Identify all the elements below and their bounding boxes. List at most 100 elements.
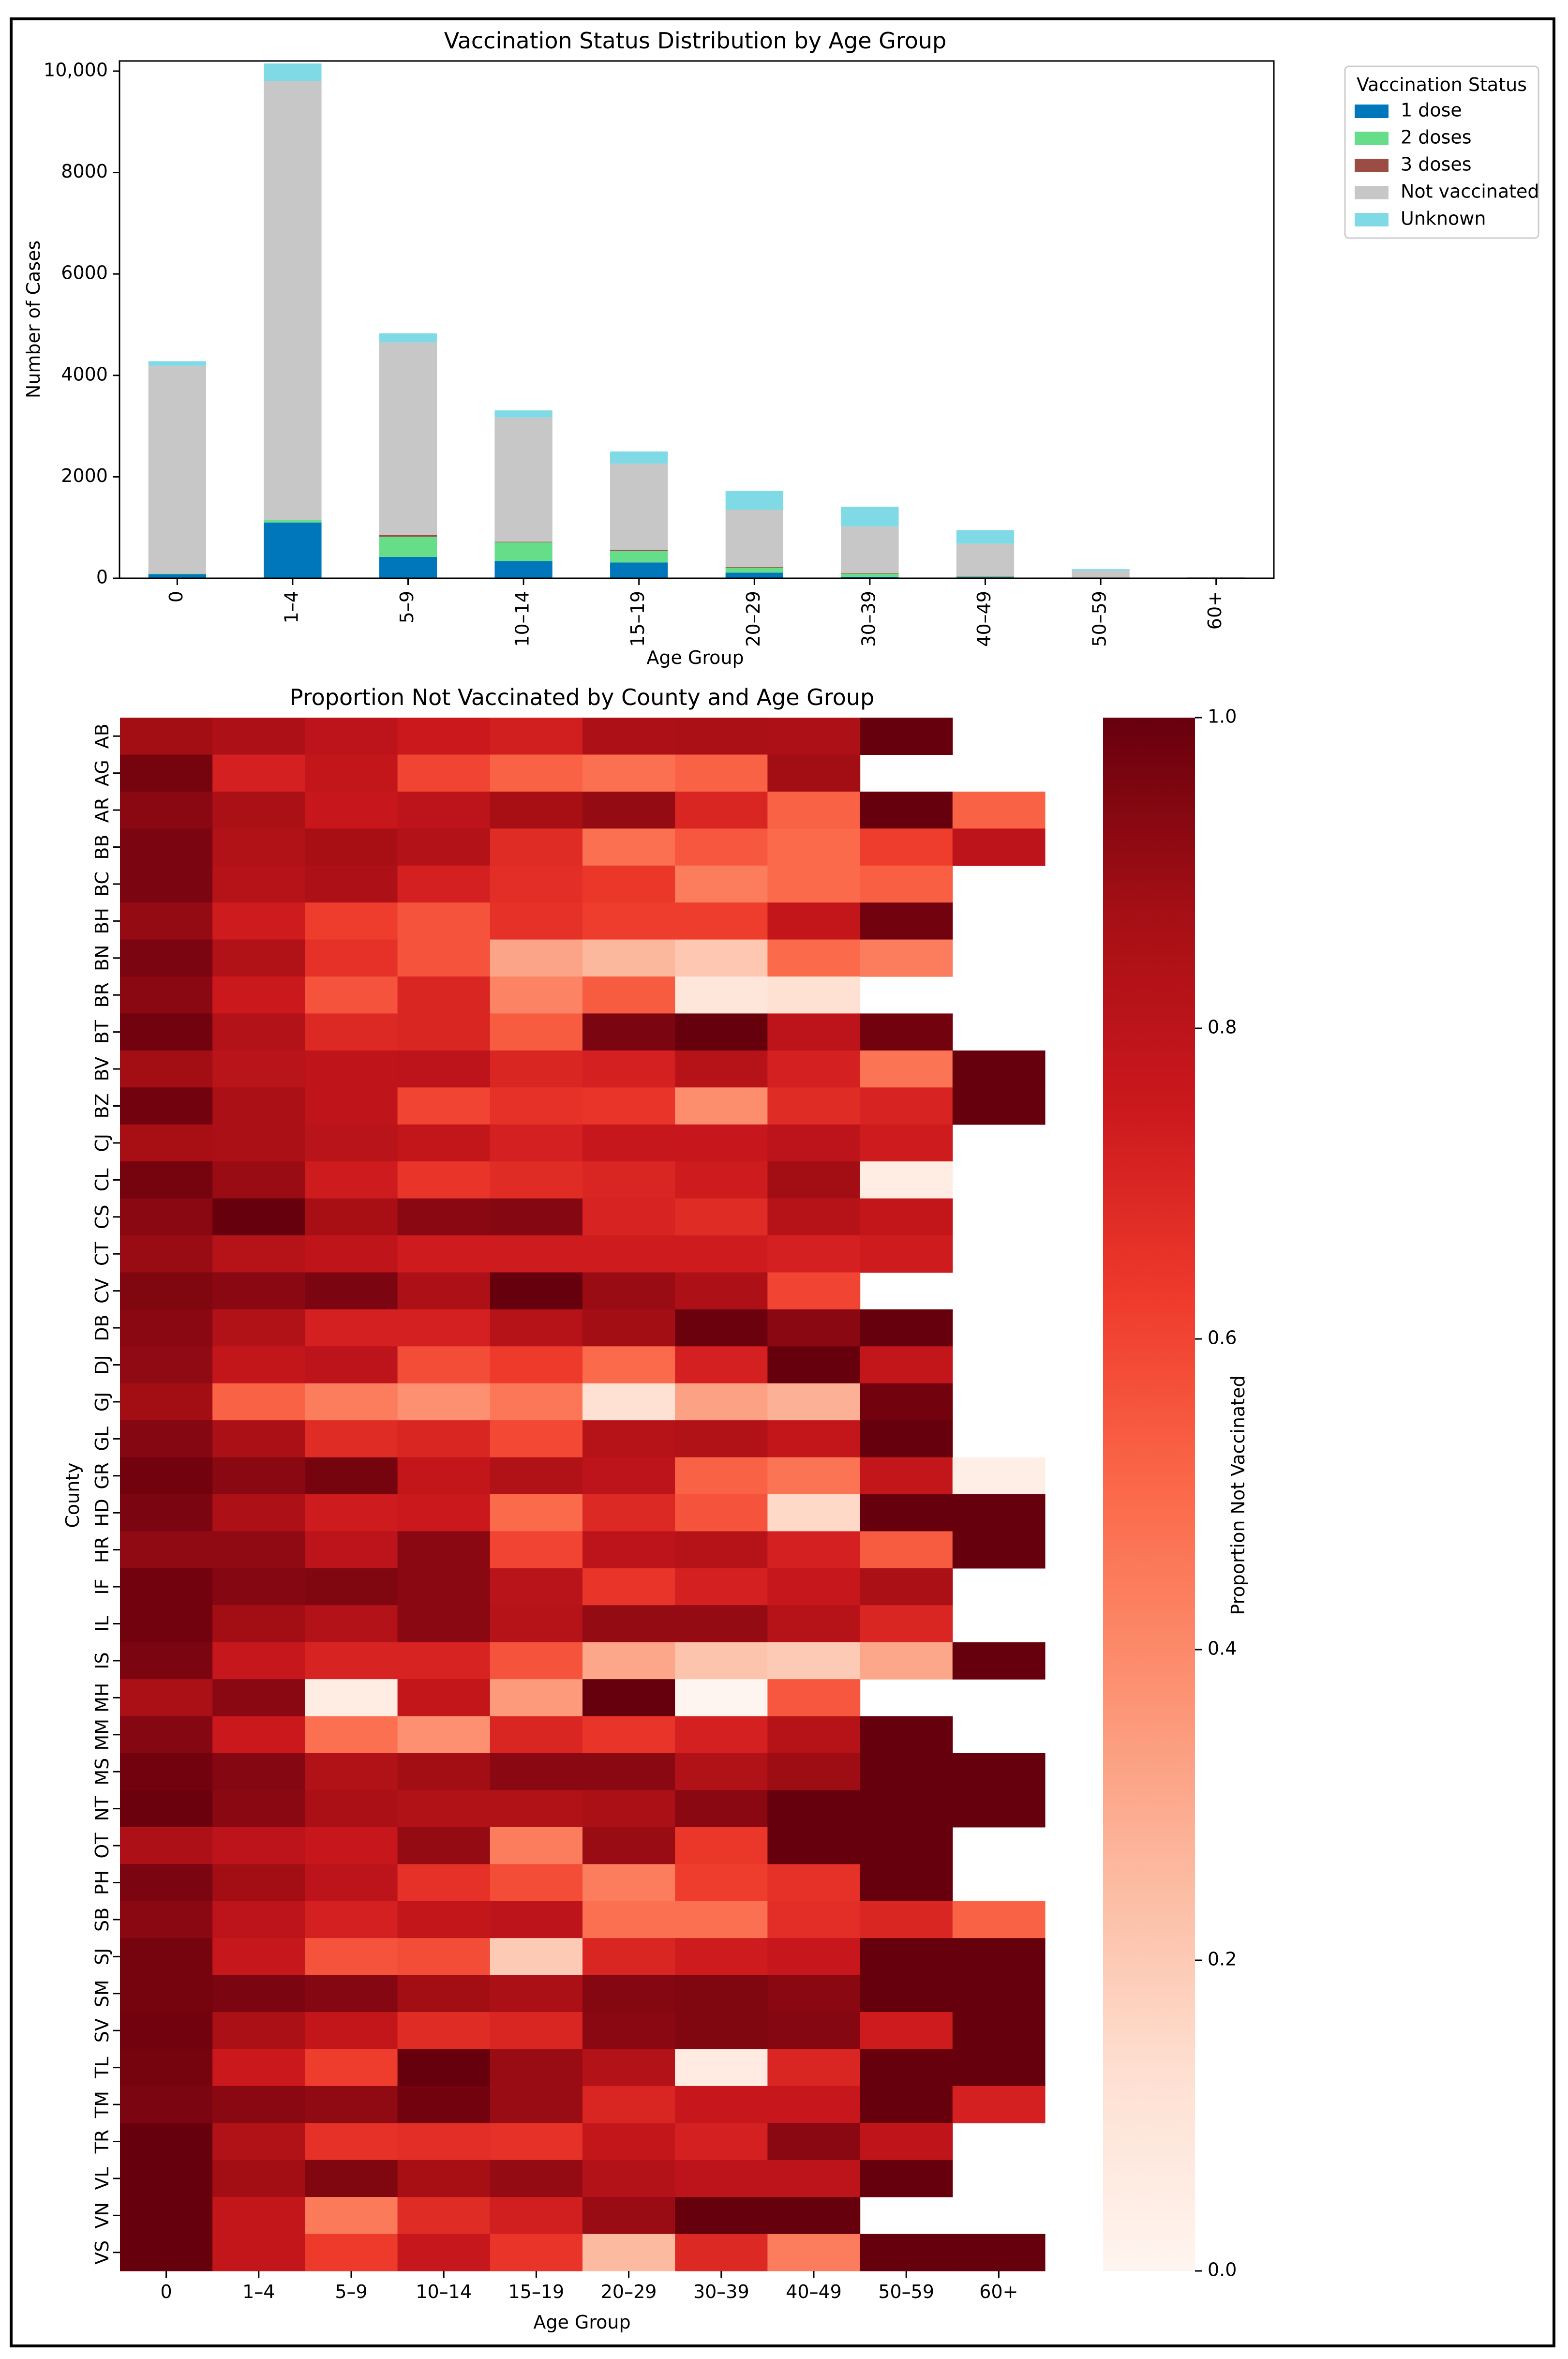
heatmap-cell	[397, 1642, 491, 1680]
heatmap-cell	[675, 2197, 768, 2235]
heatmap-cell	[305, 2234, 398, 2271]
heatmap-cell	[582, 1568, 675, 1606]
heatmap-cell	[120, 754, 213, 792]
heatmap-cell	[490, 1272, 583, 1310]
heatmap-cell	[212, 791, 305, 829]
heatmap-cell	[767, 1938, 861, 1976]
heatmap-cell	[860, 718, 953, 755]
heatmap-cell	[305, 1309, 398, 1347]
x-tick-label: 50–59	[1089, 591, 1110, 647]
heatmap-cell	[952, 1753, 1045, 1791]
heatmap-cell	[120, 1938, 213, 1976]
heatmap-cell	[582, 2160, 675, 2197]
heatmap-cell	[860, 902, 953, 940]
heatmap-cell	[767, 2197, 861, 2235]
heatmap-cell	[397, 2012, 491, 2050]
heatmap-cell	[120, 2049, 213, 2087]
heatmap-y-tick-label: DJ	[91, 1355, 113, 1374]
heatmap-cell	[582, 2086, 675, 2123]
heatmap-cell	[675, 1420, 768, 1458]
heatmap-cell	[490, 2160, 583, 2197]
heatmap-cell	[860, 1531, 953, 1569]
heatmap-cell	[860, 791, 953, 829]
heatmap-x-tick-label: 5–9	[335, 2281, 367, 2302]
heatmap-cell	[212, 1901, 305, 1938]
heatmap-y-tick-label: BT	[91, 1020, 113, 1044]
heatmap-cell	[120, 1642, 213, 1680]
heatmap-cell	[490, 718, 583, 755]
heatmap-x-tick-label: 30–39	[693, 2281, 749, 2302]
x-tick-label: 10–14	[512, 591, 533, 647]
colorbar	[1103, 718, 1195, 2271]
heatmap-cell	[490, 1309, 583, 1347]
heatmap-y-tick-label: PH	[91, 1870, 113, 1895]
legend-box	[1344, 65, 1539, 239]
heatmap-cell	[952, 1050, 1045, 1088]
heatmap-cell	[860, 1050, 953, 1088]
heatmap-cell	[120, 1568, 213, 1606]
heatmap-cell	[212, 1272, 305, 1310]
bar-segment	[725, 572, 783, 578]
heatmap-cell	[490, 1827, 583, 1864]
heatmap-cell	[490, 1383, 583, 1421]
heatmap-y-tick-label: SM	[91, 1980, 113, 2007]
heatmap-cell	[212, 865, 305, 903]
heatmap-cell	[675, 1605, 768, 1643]
heatmap-cell	[397, 1568, 491, 1606]
heatmap-cell	[490, 1531, 583, 1569]
heatmap-cell	[767, 1605, 861, 1643]
heatmap-cell	[305, 939, 398, 977]
heatmap-x-tick-label: 15–19	[508, 2281, 565, 2302]
heatmap-cell	[860, 1087, 953, 1125]
heatmap-cell	[120, 1457, 213, 1495]
heatmap-cell	[675, 2012, 768, 2050]
bar-segment	[379, 342, 437, 535]
heatmap-cell	[675, 1494, 768, 1532]
bar-segment	[494, 410, 553, 418]
heatmap-cell	[212, 1161, 305, 1199]
heatmap-cell	[212, 1124, 305, 1162]
heatmap-cell	[397, 977, 491, 1014]
heatmap-cell	[675, 1864, 768, 1902]
heatmap-cell	[860, 1753, 953, 1791]
bar-segment	[379, 535, 437, 537]
heatmap-cell	[212, 2234, 305, 2271]
heatmap-cell	[397, 1420, 491, 1458]
bar-y-axis-label: Number of Cases	[23, 240, 44, 398]
heatmap-cell	[212, 2197, 305, 2235]
heatmap-cell	[582, 1753, 675, 1791]
heatmap-cell	[767, 1679, 861, 1717]
heatmap-cell	[675, 1790, 768, 1828]
heatmap-y-tick-label: DB	[91, 1314, 113, 1341]
heatmap-cell	[860, 2234, 953, 2271]
bar-chart-title: Vaccination Status Distribution by Age G…	[444, 28, 946, 54]
heatmap-x-tick-label: 10–14	[416, 2281, 472, 2302]
heatmap-cell	[397, 1605, 491, 1643]
heatmap-cell	[952, 1938, 1045, 1976]
heatmap-cell	[582, 1050, 675, 1088]
heatmap-cell	[860, 2123, 953, 2161]
heatmap-cell	[582, 1161, 675, 1199]
bar-segment	[956, 576, 1015, 577]
heatmap-cell	[120, 1753, 213, 1791]
heatmap-cell	[860, 2086, 953, 2123]
heatmap-cell	[305, 977, 398, 1014]
heatmap-cell	[120, 1087, 213, 1125]
heatmap-cell	[305, 1531, 398, 1569]
heatmap-cell	[582, 902, 675, 940]
heatmap-cell	[305, 1457, 398, 1495]
legend-label: Not vaccinated	[1401, 181, 1539, 202]
heatmap-cell	[397, 1827, 491, 1864]
heatmap-cell	[675, 2234, 768, 2271]
heatmap-cell	[305, 2197, 398, 2235]
bar-segment	[725, 567, 783, 568]
heatmap-y-tick-label: AG	[91, 760, 113, 786]
heatmap-cell	[212, 1679, 305, 1717]
heatmap-cell	[212, 1198, 305, 1236]
heatmap-y-tick-label: VN	[91, 2202, 113, 2228]
bar-segment	[1072, 569, 1130, 571]
bar-segment	[725, 510, 783, 567]
heatmap-y-tick-label: OT	[91, 1833, 113, 1859]
heatmap-cell	[860, 865, 953, 903]
